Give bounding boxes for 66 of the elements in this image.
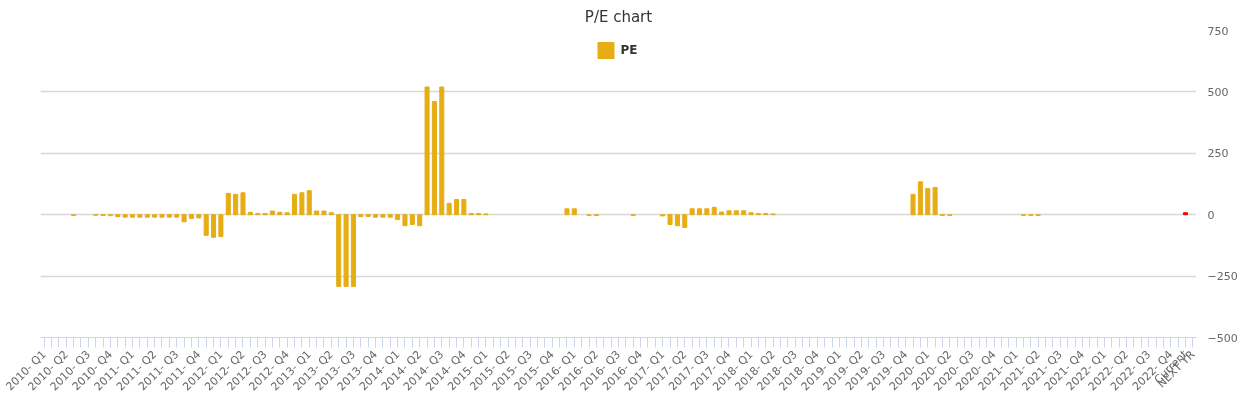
y-tick-label: 750	[1207, 24, 1229, 38]
bar	[196, 214, 202, 219]
bar	[372, 214, 379, 218]
bar	[910, 193, 916, 216]
bar	[674, 214, 680, 227]
bar	[424, 86, 430, 216]
chart-title: P/E chart	[584, 7, 653, 26]
y-tick-label: 500	[1207, 85, 1229, 99]
bar	[453, 198, 460, 216]
bar	[409, 214, 415, 226]
legend-label: PE	[620, 43, 639, 57]
bar	[704, 208, 710, 216]
bar	[269, 210, 275, 216]
bar	[461, 198, 467, 216]
bar	[225, 192, 231, 216]
bar	[166, 214, 172, 218]
bar	[122, 214, 128, 218]
bar	[431, 100, 437, 216]
bar	[402, 214, 408, 227]
bar	[188, 214, 194, 219]
bar	[218, 214, 224, 238]
bar	[181, 214, 187, 223]
bar	[137, 214, 143, 218]
bar	[314, 210, 320, 216]
bar	[395, 214, 401, 221]
bar	[689, 208, 695, 216]
bar	[152, 214, 158, 218]
bar	[667, 214, 673, 226]
bar	[350, 214, 356, 287]
bar	[719, 211, 725, 216]
bar	[336, 214, 342, 287]
bar	[932, 186, 938, 216]
bar	[247, 211, 253, 216]
bar	[682, 214, 688, 228]
bar	[306, 190, 312, 216]
bar	[696, 208, 703, 216]
bar	[917, 181, 923, 216]
bar	[733, 210, 739, 216]
bar	[211, 214, 217, 238]
bar	[144, 214, 150, 218]
bar	[446, 202, 452, 216]
bar	[439, 86, 445, 216]
bar	[292, 193, 298, 216]
bar	[343, 214, 349, 287]
bar	[277, 211, 283, 216]
bar	[203, 214, 209, 236]
bar	[321, 210, 327, 216]
bar	[387, 214, 393, 218]
bar	[925, 187, 931, 216]
bar	[564, 208, 570, 216]
bar	[174, 214, 180, 218]
bar	[299, 192, 305, 216]
bar	[741, 210, 747, 216]
bar	[571, 208, 577, 216]
y-tick-label: −250	[1207, 270, 1238, 284]
bar	[240, 192, 246, 216]
bar	[233, 193, 239, 216]
y-tick-label: 250	[1207, 147, 1229, 161]
y-tick-label: 0	[1207, 208, 1215, 222]
bar	[380, 214, 386, 218]
bar	[417, 214, 423, 227]
bar	[711, 206, 717, 216]
bar	[159, 214, 165, 218]
bar	[130, 214, 136, 218]
bar	[726, 210, 732, 216]
y-tick-label: −500	[1207, 331, 1238, 345]
